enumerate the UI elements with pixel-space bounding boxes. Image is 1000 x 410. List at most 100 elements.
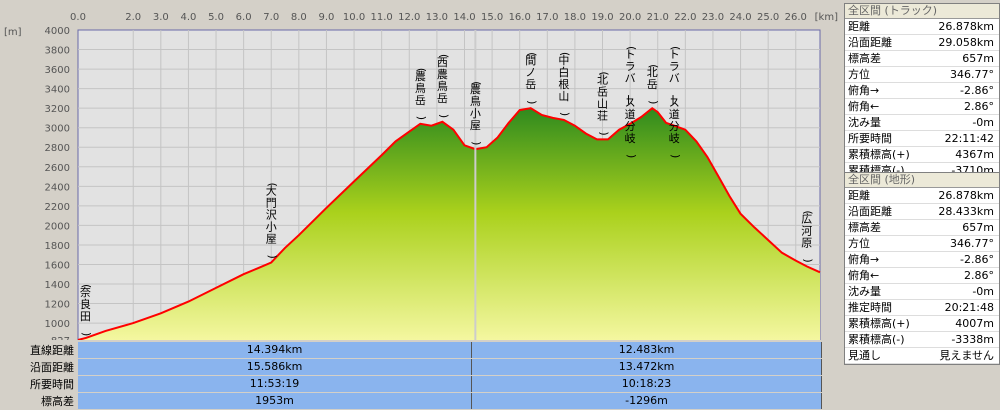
track-stat-row: 俯角← 2.86° [845,99,999,115]
track-stat-value: 657m [962,52,994,65]
y-unit-label: [m] [4,27,22,38]
terrain-stat-key: 沈み量 [848,285,881,298]
terrain-stat-row: 累積標高(-) -3338m [845,332,999,348]
track-stat-row: 所要時間 22:11:42 [845,131,999,147]
track-panel-title: 全区間 (トラック) [845,4,999,19]
landmark-label: (トラバース道分岐) [666,46,682,158]
terrain-stat-key: 推定時間 [848,301,892,314]
y-tick-label: 1800 [45,241,70,252]
summary-label: 標高差 [41,395,74,408]
terrain-stat-key: 距離 [848,189,870,202]
stats-sidebar: 全区間 (トラック) 距離 26.878km 沿面距離 29.058km 標高差 657m… [844,0,1000,409]
landmark-label: (北岳) [647,64,660,104]
y-tick-label: 3200 [45,104,70,115]
terrain-stat-key: 沿面距離 [848,205,892,218]
y-tick-label: 1000 [45,319,70,330]
summary-label: 沿面距離 [30,361,74,374]
track-stat-key: 距離 [848,20,870,33]
terrain-stat-value: 2.86° [964,269,994,282]
x-tick-label: 4.0 [180,12,196,23]
x-tick-label: 24.0 [729,12,751,23]
summary-label: 直線距離 [30,344,74,357]
x-tick-label: 19.0 [591,12,613,23]
x-tick-label: 13.0 [426,12,448,23]
segment1-value: 14.394km [78,342,472,358]
terrain-stat-key: 見通し [848,349,881,362]
track-stat-key: 俯角→ [848,84,880,97]
terrain-stat-key: 累積標高(-) [848,333,905,346]
terrain-stat-value: 4007m [955,317,994,330]
x-tick-label: 12.0 [398,12,420,23]
terrain-stat-key: 方位 [848,237,870,250]
landmark-label: (中白根山) [558,52,571,116]
x-tick-label: 23.0 [702,12,724,23]
track-stat-value: -2.86° [960,84,994,97]
terrain-stat-row: 沿面距離 28.433km [845,204,999,220]
track-stat-row: 方位 346.77° [845,67,999,83]
x-unit-label: [km] [815,12,838,23]
chart-svg: 0.0 2.0 3.0 4.0 5.0 6.0 7.0 8.0 9.0 10.0 11.0 12.0 1… [4,12,838,340]
segment2-value: 10:18:23 [472,376,822,392]
x-tick-label: 22.0 [674,12,696,23]
y-tick-label: 3000 [45,124,70,135]
y-tick-label: 2200 [45,202,70,213]
terrain-stat-value: -0m [972,285,994,298]
x-tick-label: 20.0 [619,12,641,23]
elevation-area [78,108,820,340]
track-stat-key: 方位 [848,68,870,81]
track-stat-value: 346.77° [950,68,994,81]
terrain-stat-row: 距離 26.878km [845,188,999,204]
track-stat-value: 2.86° [964,100,994,113]
track-stat-row: 沈み量 -0m [845,115,999,131]
landmark-label: (農鳥岳) [415,68,428,120]
track-stat-value: 26.878km [938,20,994,33]
terrain-panel-title: 全区間 (地形) [845,173,999,188]
elevation-line [77,106,821,340]
terrain-stats-panel: 全区間 (地形) 距離 26.878km 沿面距離 28.433km 標高差 657m 方位… [844,172,1000,365]
terrain-stat-row: 累積標高(+) 4007m [845,316,999,332]
track-stat-value: -0m [972,116,994,129]
terrain-stat-row: 沈み量 -0m [845,284,999,300]
x-tick-label: 18.0 [564,12,586,23]
segment1-value: 1953m [78,393,472,409]
terrain-stat-key: 標高差 [848,221,881,234]
landmark-label: (間ノ岳) [525,52,538,104]
x-tick-label: 15.0 [481,12,503,23]
summary-row-straight-distance: 直線距離 14.394km 12.483km [0,342,822,359]
terrain-stat-value: 26.878km [938,189,994,202]
terrain-stat-row: 方位 346.77° [845,236,999,252]
terrain-stat-value: -2.86° [960,253,994,266]
x-tick-label: 5.0 [208,12,224,23]
x-tick-label: 8.0 [291,12,307,23]
y-tick-label: 3400 [45,85,70,96]
terrain-stat-row: 見通し 見えません [845,348,999,364]
x-tick-label: 17.0 [536,12,558,23]
y-tick-label: 2800 [45,143,70,154]
y-tick-label: 827 [51,336,70,340]
elevation-profile-chart: 0.0 2.0 3.0 4.0 5.0 6.0 7.0 8.0 9.0 10.0 11.0 12.0 1… [4,12,838,340]
x-tick-label: 11.0 [371,12,393,23]
x-tick-label: 6.0 [236,12,252,23]
y-tick-label: 2600 [45,163,70,174]
track-stat-row: 沿面距離 29.058km [845,35,999,51]
terrain-stat-row: 推定時間 20:21:48 [845,300,999,316]
landmark-label: (農鳥小屋) [470,81,483,145]
x-tick-label: 9.0 [319,12,335,23]
y-tick-label: 2000 [45,221,70,232]
y-tick-label: 1400 [45,280,70,291]
terrain-stat-key: 俯角← [848,269,880,282]
y-tick-label: 1200 [45,300,70,311]
track-stat-value: 4367m [955,148,994,161]
summary-row-surface-distance: 沿面距離 15.586km 13.472km [0,359,822,376]
track-stat-row: 俯角→ -2.86° [845,83,999,99]
terrain-stat-key: 累積標高(+) [848,317,910,330]
track-stat-key: 所要時間 [848,132,892,145]
x-tick-label: 16.0 [509,12,531,23]
track-stat-row: 累積標高(+) 4367m [845,147,999,163]
y-tick-label: 3800 [45,46,70,57]
y-tick-label: 2400 [45,182,70,193]
segment2-value: -1296m [472,393,822,409]
terrain-stat-value: 657m [962,221,994,234]
x-tick-label: 25.0 [757,12,779,23]
summary-label: 所要時間 [30,378,74,391]
